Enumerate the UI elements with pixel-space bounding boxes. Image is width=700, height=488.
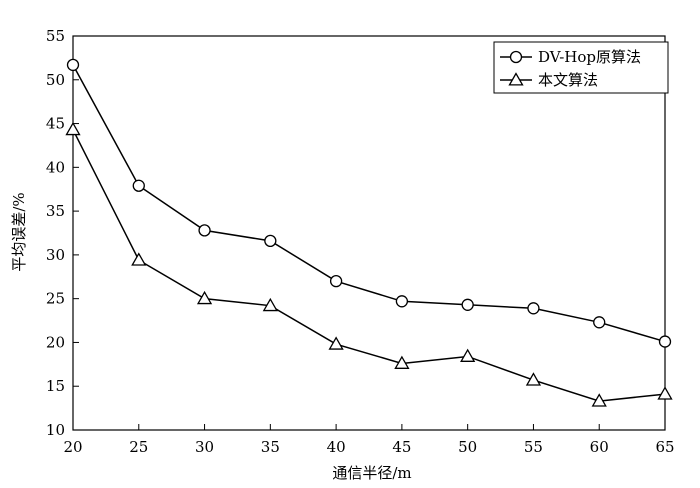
x-tick-label: 45 <box>392 438 411 456</box>
series-2 <box>65 121 673 407</box>
legend-marker <box>509 50 523 64</box>
data-point <box>657 386 673 400</box>
legend-entry: 本文算法 <box>500 71 598 89</box>
series-1 <box>66 58 672 348</box>
data-point <box>525 372 542 386</box>
y-tick-label: 10 <box>46 421 65 439</box>
data-point <box>461 298 474 311</box>
data-point <box>198 224 211 237</box>
data-point <box>65 121 81 136</box>
x-tick-label: 60 <box>590 438 609 456</box>
plot-border <box>72 35 666 431</box>
data-point <box>527 302 540 315</box>
series-layer <box>65 58 673 407</box>
x-tick-label: 20 <box>63 438 82 456</box>
x-axis-label: 通信半径/m <box>332 464 411 482</box>
data-point <box>395 295 409 308</box>
x-tick-label: 65 <box>655 438 674 456</box>
x-tick-label: 30 <box>195 438 214 456</box>
data-point <box>132 179 145 192</box>
data-point <box>591 393 607 407</box>
data-point <box>328 336 344 350</box>
x-tick-label: 50 <box>458 438 477 456</box>
y-tick-label: 15 <box>46 377 65 395</box>
y-tick-label: 20 <box>46 333 65 351</box>
data-point <box>264 234 277 248</box>
legend-label: DV-Hop原算法 <box>538 48 641 66</box>
data-point <box>394 355 410 369</box>
legend-marker <box>508 72 524 86</box>
y-tick-label: 50 <box>46 71 65 89</box>
legend-label: 本文算法 <box>538 71 598 89</box>
data-point <box>196 290 213 305</box>
data-point <box>658 335 672 348</box>
data-point <box>329 275 343 288</box>
x-tick-label: 25 <box>129 438 148 456</box>
y-tick-label: 45 <box>46 115 65 133</box>
y-tick-label: 40 <box>46 158 65 176</box>
series-line <box>72 129 666 402</box>
data-point <box>460 348 476 362</box>
data-point <box>593 316 606 329</box>
y-tick-label: 25 <box>46 290 65 308</box>
x-tick-label: 55 <box>524 438 543 456</box>
x-tick-label: 40 <box>327 438 346 456</box>
legend-entry: DV-Hop原算法 <box>500 48 641 66</box>
plot-frame <box>72 35 666 431</box>
y-axis-label: 平均误差/% <box>10 192 28 271</box>
axis-ticks: 20 25 30 35 40 45 50 55 60 65 10 15 20 25 30 35 40 45 50 55 <box>46 27 675 456</box>
series-line <box>72 64 666 343</box>
y-tick-label: 55 <box>46 27 65 45</box>
x-tick-label: 35 <box>261 438 280 456</box>
data-point <box>262 297 278 312</box>
data-point <box>131 252 147 266</box>
y-tick-label: 30 <box>46 246 65 264</box>
data-point <box>66 58 80 72</box>
y-tick-label: 35 <box>46 202 65 220</box>
